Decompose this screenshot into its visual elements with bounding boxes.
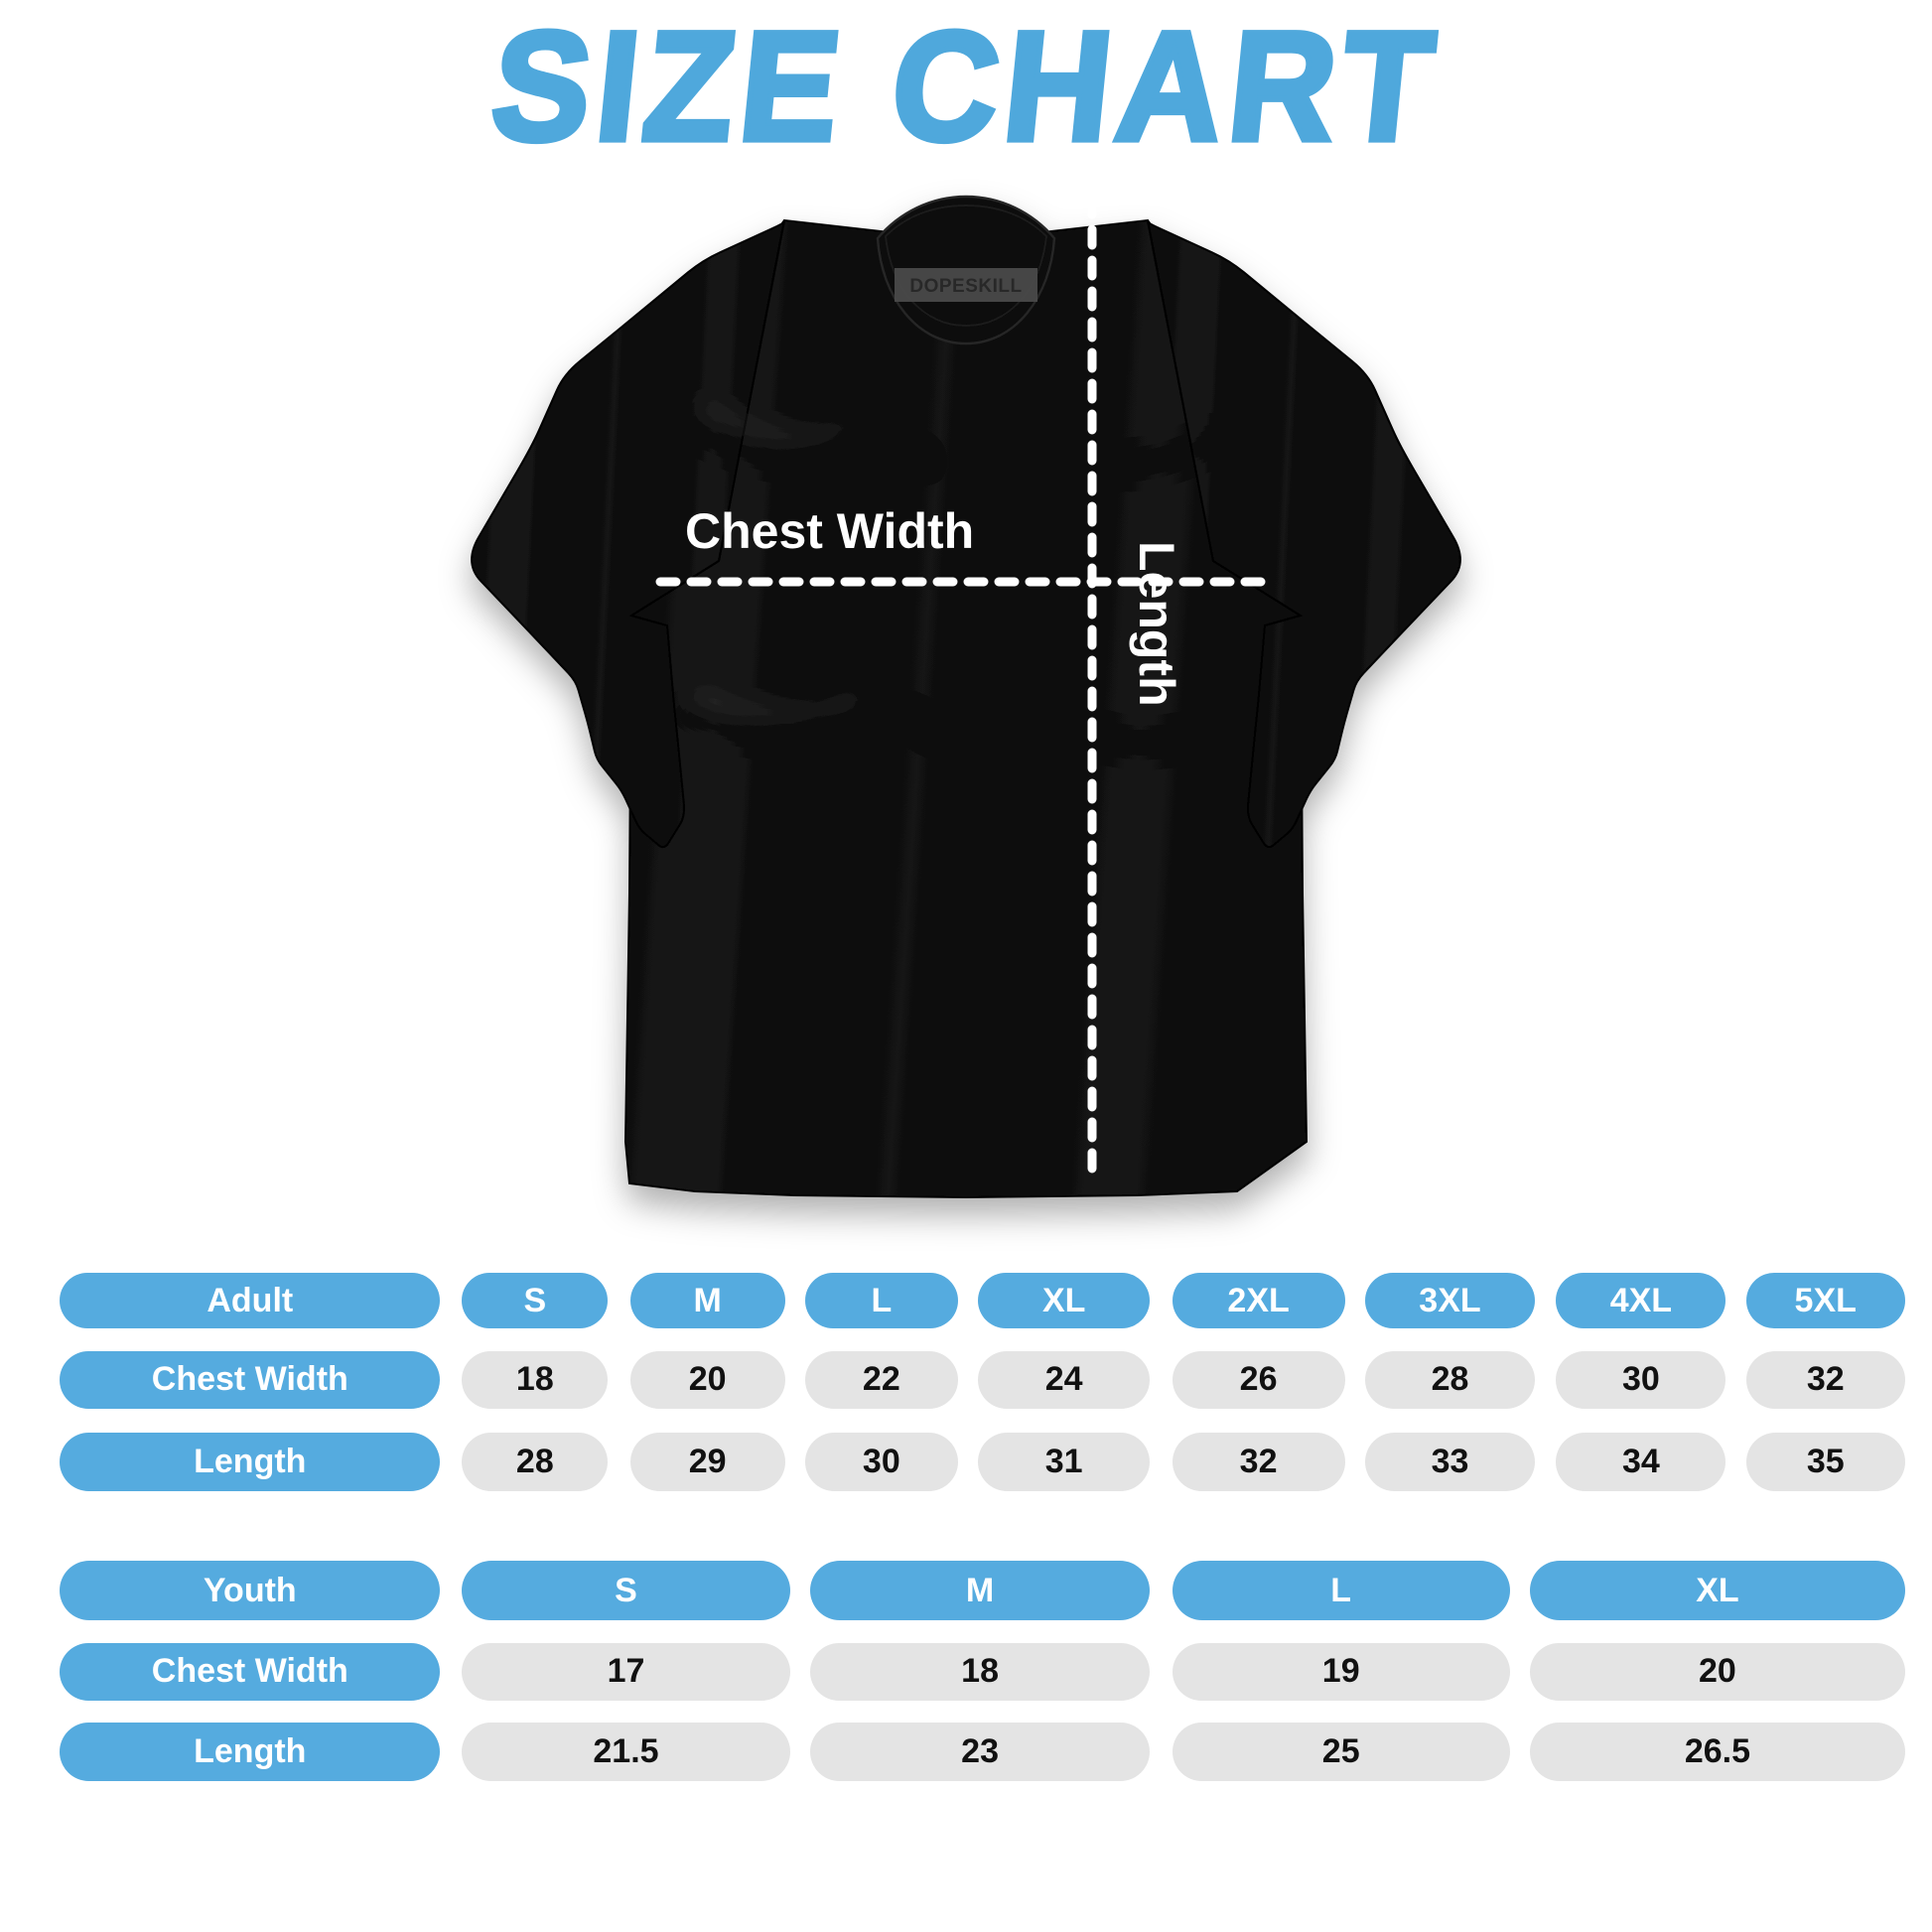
svg-text:Length: Length [1129, 541, 1184, 707]
svg-text:DOPESKILL: DOPESKILL [909, 276, 1022, 297]
svg-text:Chest Width: Chest Width [685, 503, 974, 559]
